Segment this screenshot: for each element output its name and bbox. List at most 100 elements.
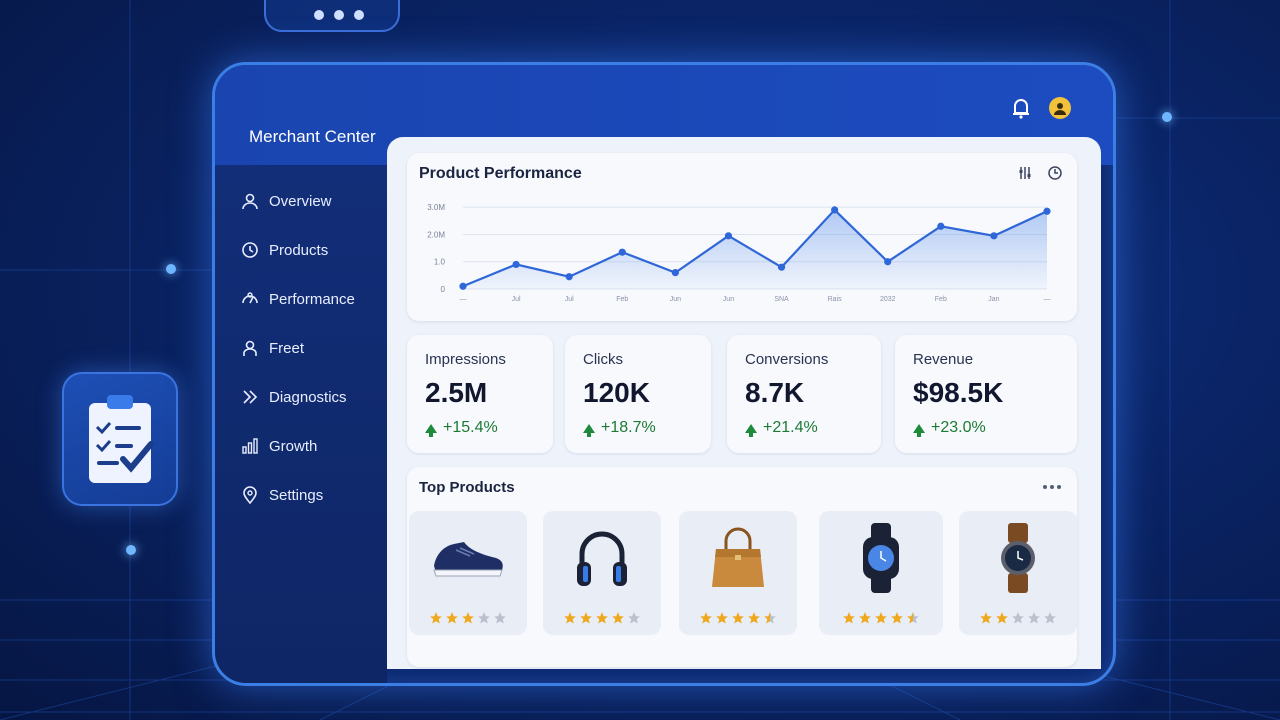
star-filled-icon bbox=[875, 612, 887, 624]
stat-label: Conversions bbox=[745, 351, 829, 368]
x-tick-label: 2032 bbox=[880, 296, 896, 303]
star-filled-icon bbox=[716, 612, 728, 624]
clipboard-checklist-icon bbox=[89, 395, 154, 483]
stat-label: Impressions bbox=[425, 351, 506, 368]
x-tick-label: Jun bbox=[723, 296, 734, 303]
wristwatch-icon bbox=[1001, 523, 1035, 593]
star-filled-icon bbox=[430, 612, 442, 624]
stat-label: Revenue bbox=[913, 351, 974, 368]
star-filled-icon bbox=[980, 612, 992, 624]
stat-label: Clicks bbox=[583, 351, 623, 368]
data-point bbox=[884, 258, 892, 266]
sneaker-icon bbox=[433, 542, 503, 577]
y-tick-label: 2.0M bbox=[427, 230, 445, 239]
sidebar-item-label: Freet bbox=[269, 339, 305, 357]
star-filled-icon bbox=[732, 612, 744, 624]
user-icon bbox=[242, 193, 258, 210]
product-card-wristwatch[interactable] bbox=[959, 511, 1077, 635]
chart-title: Product Performance bbox=[419, 165, 582, 182]
series-line bbox=[462, 208, 1048, 288]
sidebar-item-growth[interactable]: Growth bbox=[241, 432, 317, 460]
star-filled-icon bbox=[700, 612, 712, 624]
refresh-icon[interactable] bbox=[1047, 165, 1063, 181]
data-point bbox=[777, 263, 786, 271]
x-tick-label: Rais bbox=[828, 296, 843, 303]
top-products-card: Top Products bbox=[407, 467, 1077, 667]
star-filled-icon bbox=[996, 612, 1008, 624]
sidebar-item-diagnostics[interactable]: Diagnostics bbox=[241, 383, 347, 411]
section-title: Top Products bbox=[419, 479, 515, 496]
x-tick-label: Jan bbox=[988, 296, 999, 303]
user-avatar-face-icon bbox=[1054, 103, 1066, 115]
star-half-icon bbox=[764, 612, 776, 624]
data-point bbox=[459, 282, 467, 290]
star-empty-icon bbox=[1028, 612, 1040, 624]
x-tick-label: Feb bbox=[935, 296, 947, 303]
arrow-up-icon bbox=[913, 423, 925, 437]
star-filled-icon bbox=[596, 612, 608, 624]
star-filled-icon bbox=[580, 612, 592, 624]
product-card-handbag[interactable] bbox=[679, 511, 797, 635]
sidebar-item-products[interactable]: Products bbox=[241, 236, 328, 264]
stat-value: 120K bbox=[583, 377, 650, 408]
star-empty-icon bbox=[1044, 612, 1056, 624]
stat-delta: +23.0% bbox=[913, 419, 986, 437]
headphones-icon bbox=[577, 531, 627, 586]
product-card-smartwatch[interactable] bbox=[819, 511, 943, 635]
data-point bbox=[671, 269, 679, 277]
sidebar-item-freet[interactable]: Freet bbox=[241, 334, 304, 362]
glow-dot bbox=[166, 264, 176, 274]
floating-badge bbox=[264, 0, 400, 32]
star-filled-icon bbox=[564, 612, 576, 624]
user-avatar-icon[interactable] bbox=[1049, 97, 1071, 119]
data-point bbox=[618, 248, 626, 256]
y-tick-label: 1.0 bbox=[434, 258, 446, 267]
x-tick-label: Jul bbox=[565, 296, 574, 303]
tablet-frame: Merchant Center Overview Products Perfor… bbox=[212, 62, 1116, 686]
star-rating bbox=[409, 611, 527, 625]
stat-card-clicks: Clicks 120K +18.7% bbox=[565, 335, 711, 453]
main-content: Product Performance 3.0M 2.0M 1.0 0 — Jul Jul F… bbox=[387, 137, 1101, 669]
star-empty-icon bbox=[478, 612, 490, 624]
data-point bbox=[512, 260, 520, 269]
star-filled-icon bbox=[462, 612, 474, 624]
star-filled-icon bbox=[748, 612, 760, 624]
location-pin-icon bbox=[243, 486, 257, 504]
x-tick-label: Feb bbox=[616, 296, 628, 303]
stat-card-conversions: Conversions 8.7K +21.4% bbox=[727, 335, 881, 453]
stat-delta-text: +15.4% bbox=[443, 419, 498, 436]
product-card-headphones[interactable] bbox=[543, 511, 661, 635]
star-empty-icon bbox=[628, 612, 640, 624]
bell-icon[interactable] bbox=[1011, 97, 1031, 119]
arrow-up-icon bbox=[745, 423, 757, 437]
data-point bbox=[937, 222, 945, 230]
x-tick-label: — bbox=[460, 296, 467, 303]
stat-value: 8.7K bbox=[745, 377, 805, 408]
gauge-icon bbox=[242, 292, 258, 304]
stat-value: 2.5M bbox=[425, 377, 488, 408]
product-card-sneaker[interactable] bbox=[409, 511, 527, 635]
data-point bbox=[990, 232, 998, 240]
product-performance-card: Product Performance 3.0M 2.0M 1.0 0 — Jul Jul F… bbox=[407, 153, 1077, 321]
sidebar-item-performance[interactable]: Performance bbox=[241, 285, 355, 313]
performance-chart: 3.0M 2.0M 1.0 0 — Jul Jul Feb Jun Jun SNA Rais 2032 F… bbox=[427, 203, 1051, 303]
sidebar-item-label: Settings bbox=[269, 486, 324, 504]
glow-dot bbox=[126, 545, 136, 555]
sidebar-item-settings[interactable]: Settings bbox=[241, 481, 323, 509]
more-options-icon[interactable] bbox=[1043, 485, 1061, 489]
sidebar-item-label: Overview bbox=[269, 192, 332, 210]
sidebar-item-label: Growth bbox=[269, 437, 318, 455]
diagnostics-icon bbox=[243, 390, 258, 404]
filter-icon[interactable] bbox=[1017, 165, 1033, 181]
x-tick-label: Jun bbox=[670, 296, 681, 303]
glow-dot bbox=[1162, 112, 1172, 122]
y-tick-label: 3.0M bbox=[427, 203, 445, 212]
stat-delta: +15.4% bbox=[425, 419, 498, 437]
sidebar-item-overview[interactable]: Overview bbox=[241, 187, 332, 215]
person-icon bbox=[243, 340, 257, 356]
star-rating bbox=[543, 611, 661, 625]
star-empty-icon bbox=[494, 612, 506, 624]
arrow-up-icon bbox=[583, 423, 595, 437]
arrow-up-icon bbox=[425, 423, 437, 437]
y-tick-label: 0 bbox=[441, 285, 446, 294]
